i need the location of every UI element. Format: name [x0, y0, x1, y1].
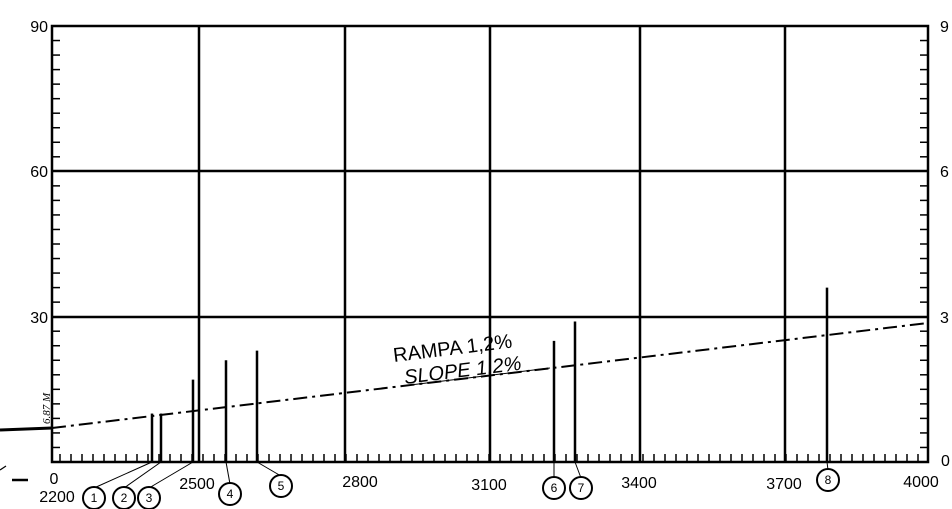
marker-leader-7: [574, 461, 582, 479]
station-4000: 4000: [903, 474, 939, 491]
marker-number-5: 5: [278, 479, 285, 493]
station-2200: 2200: [39, 489, 75, 506]
station-2500: 2500: [179, 476, 215, 493]
marker-circle-7: [569, 476, 593, 500]
marker-number-8: 8: [825, 473, 832, 487]
right-y-tick-3: 3: [940, 310, 949, 327]
station-2800: 2800: [342, 474, 378, 491]
marker-circle-8: [816, 468, 840, 492]
station-3100: 3100: [471, 477, 507, 494]
marker-circle-6: [542, 476, 566, 500]
marker-number-1: 1: [91, 491, 98, 505]
y-tick-30: 30: [30, 310, 48, 327]
marker-number-7: 7: [578, 481, 585, 495]
y-tick-90: 90: [30, 19, 48, 36]
marker-circle-4: [218, 482, 242, 506]
markers-group: 1 2 3 4 5 6 7 8: [82, 287, 840, 509]
y-tick-60: 60: [30, 164, 48, 181]
marker-number-4: 4: [227, 487, 234, 501]
x-baseline-label: 0: [50, 471, 59, 488]
height-annotation: 6.87 M: [41, 392, 53, 424]
station-3700: 3700: [766, 476, 802, 493]
station-3400: 3400: [621, 475, 657, 492]
legend-line-stub-2: [0, 465, 7, 471]
marker-number-3: 3: [146, 491, 153, 505]
marker-circle-5: [269, 474, 293, 498]
marker-circle-1: [82, 486, 106, 509]
marker-leader-4: [225, 461, 231, 485]
marker-circle-2: [112, 486, 136, 509]
slope-label-underline: [401, 367, 551, 387]
marker-leader-1: [93, 461, 153, 489]
marker-leader-5: [256, 461, 282, 477]
marker-number-6: 6: [551, 481, 558, 495]
vertical-grid-lines: [197, 26, 787, 462]
marker-number-2: 2: [121, 491, 128, 505]
marker-circle-3: [137, 486, 161, 509]
right-y-tick-6: 6: [940, 164, 949, 181]
right-y-tick-0: 0: [941, 453, 950, 470]
incoming-track-line: [0, 426, 53, 432]
right-y-tick-9: 9: [940, 19, 949, 36]
marker-leader-3: [148, 461, 194, 489]
marker-leader-2: [123, 461, 162, 489]
